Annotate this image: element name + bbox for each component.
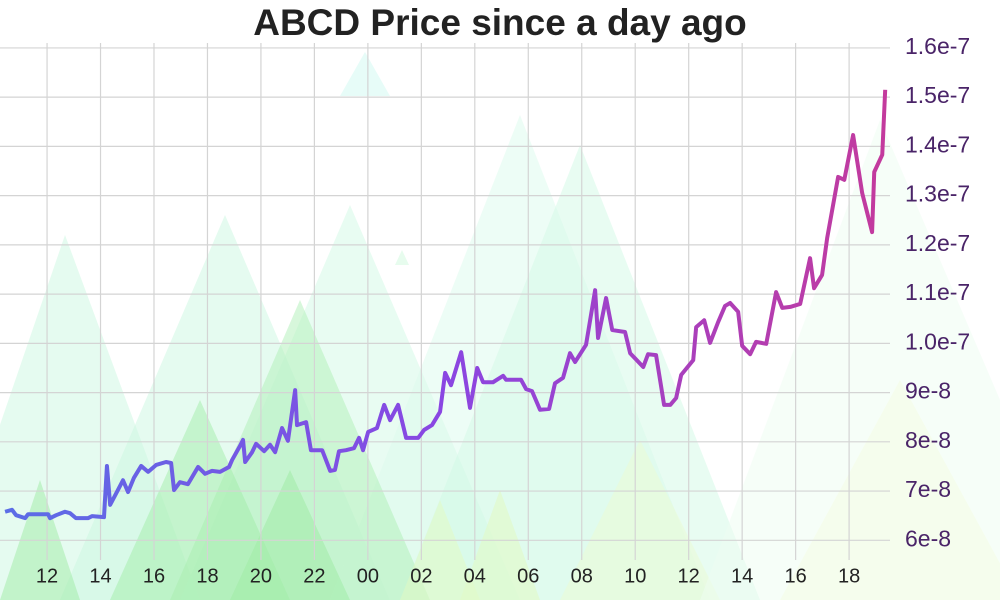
x-tick-label: 00 — [357, 565, 379, 587]
y-tick-label: 1.5e-7 — [905, 82, 970, 108]
x-tick-label: 18 — [838, 565, 860, 587]
x-tick-label: 22 — [303, 565, 325, 587]
y-tick-label: 8e-8 — [905, 427, 951, 453]
x-tick-label: 20 — [250, 565, 272, 587]
x-tick-label: 02 — [410, 565, 432, 587]
background-decoration — [0, 52, 1000, 600]
x-tick-label: 16 — [143, 565, 165, 587]
x-tick-label: 08 — [571, 565, 593, 587]
x-tick-label: 18 — [196, 565, 218, 587]
y-tick-label: 1.4e-7 — [905, 131, 970, 157]
x-tick-label: 12 — [36, 565, 58, 587]
x-tick-label: 16 — [785, 565, 807, 587]
y-tick-label: 1.0e-7 — [905, 328, 970, 354]
y-tick-label: 1.2e-7 — [905, 230, 970, 256]
chart-title: ABCD Price since a day ago — [253, 2, 747, 43]
y-tick-label: 6e-8 — [905, 525, 951, 551]
x-tick-label: 14 — [731, 565, 753, 587]
x-tick-label: 10 — [624, 565, 646, 587]
y-tick-label: 1.1e-7 — [905, 279, 970, 305]
y-tick-label: 9e-8 — [905, 378, 951, 404]
x-tick-label: 06 — [517, 565, 539, 587]
x-tick-label: 04 — [464, 565, 486, 587]
x-tick-label: 12 — [678, 565, 700, 587]
y-tick-label: 1.3e-7 — [905, 181, 970, 207]
y-tick-label: 7e-8 — [905, 476, 951, 502]
y-tick-label: 1.6e-7 — [905, 33, 970, 59]
x-tick-label: 14 — [89, 565, 111, 587]
price-line — [4, 89, 888, 521]
